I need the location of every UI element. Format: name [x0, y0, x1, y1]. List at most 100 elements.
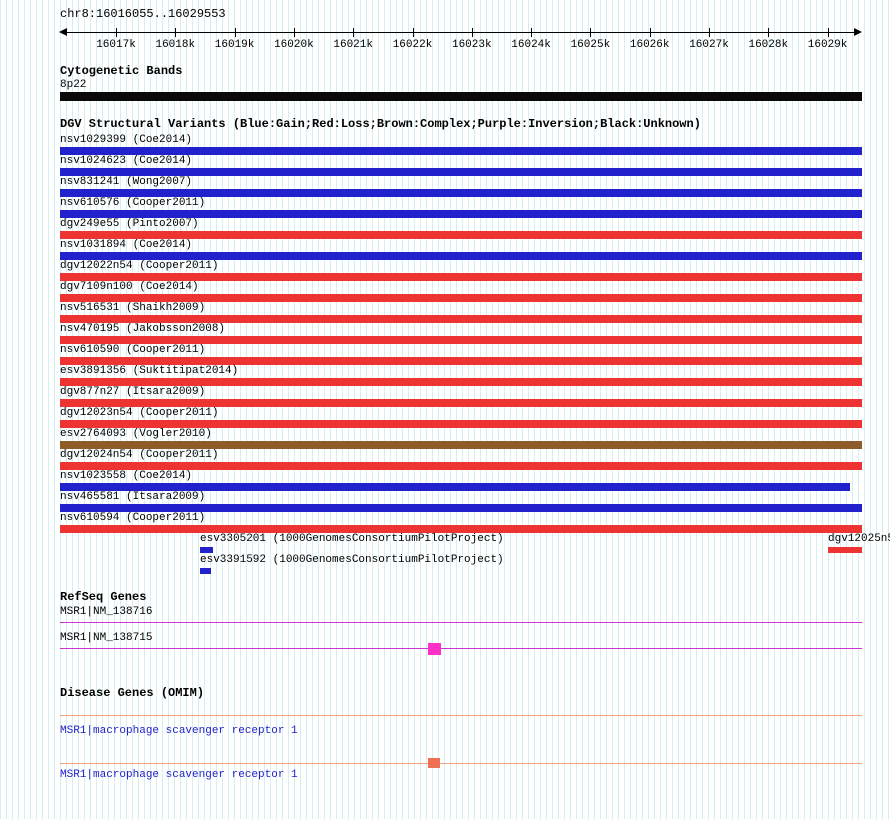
ruler-tick-label: 16020k [274, 39, 314, 51]
gene-row: MSR1|macrophage scavenger receptor 1 [60, 758, 890, 782]
dgv-small-variant-track: esv3305201 (1000GenomesConsortiumPilotPr… [0, 533, 890, 575]
variant-row: dgv249e55 (Pinto2007) [60, 218, 890, 239]
variant-bar[interactable] [60, 462, 862, 470]
variant-label: nsv831241 (Wong2007) [60, 176, 193, 188]
variant-label: dgv12025n54 [828, 533, 890, 545]
refseq-heading: RefSeq Genes [60, 590, 147, 604]
variant-row: dgv7109n100 (Coe2014) [60, 281, 890, 302]
ruler-left-arrow-icon [59, 28, 67, 36]
variant-bar[interactable] [60, 231, 862, 239]
variant-label: dgv12024n54 (Cooper2011) [60, 449, 219, 461]
ruler-tick-label: 16019k [214, 39, 255, 51]
ruler-tick [768, 28, 770, 37]
variant-row: nsv1023558 (Coe2014) [60, 470, 890, 491]
dgv-variant-track: nsv1029399 (Coe2014) nsv1024623 (Coe2014)… [0, 134, 890, 533]
variant-label: nsv610590 (Cooper2011) [60, 344, 206, 356]
variant-label: esv3305201 (1000GenomesConsortiumPilotPr… [200, 533, 504, 545]
gene-line[interactable] [60, 758, 862, 768]
gene-label[interactable]: MSR1|macrophage scavenger receptor 1 [60, 769, 298, 781]
variant-row: dgv12024n54 (Cooper2011) [60, 449, 890, 470]
gene-exon[interactable] [428, 643, 441, 655]
refseq-gene-track: MSR1|NM_138716 MSR1|NM_138715 [0, 606, 890, 655]
variant-bar[interactable] [200, 547, 213, 553]
variant-row: nsv610594 (Cooper2011) [60, 512, 890, 533]
gene-line[interactable] [60, 643, 862, 655]
gene-row: MSR1|NM_138715 [60, 632, 890, 655]
ruler-tick-label: 16028k [748, 39, 789, 51]
variant-row: nsv1024623 (Coe2014) [60, 155, 890, 176]
variant-label: dgv877n27 (Itsara2009) [60, 386, 206, 398]
variant-bar[interactable] [60, 168, 862, 176]
ruler-tick-label: 16027k [689, 39, 729, 51]
variant-row: nsv1031894 (Coe2014) [60, 239, 890, 260]
ruler-tick [471, 28, 473, 37]
ruler-tick-label: 16022k [392, 39, 433, 51]
variant-row: esv3305201 (1000GenomesConsortiumPilotPr… [60, 533, 890, 554]
variant-label: nsv1031894 (Coe2014) [60, 239, 193, 251]
ruler-line [63, 32, 856, 33]
cytoband-bar[interactable] [60, 92, 862, 101]
gene-row: MSR1|NM_138716 [60, 606, 890, 623]
variant-bar[interactable] [200, 568, 211, 574]
variant-bar[interactable] [60, 315, 862, 323]
variant-bar[interactable] [60, 252, 862, 260]
region-coordinates: chr8:16016055..16029553 [60, 7, 226, 21]
ruler-tick-label: 16021k [333, 39, 373, 51]
variant-row: nsv465581 (Itsara2009) [60, 491, 890, 512]
ruler-tick [116, 28, 117, 37]
dgv-heading: DGV Structural Variants (Blue:Gain;Red:L… [60, 117, 701, 131]
ruler-tick-label: 16017k [96, 39, 136, 51]
ruler-tick-label: 16024k [511, 39, 551, 51]
variant-bar[interactable] [60, 147, 862, 155]
variant-bar[interactable] [60, 378, 862, 386]
omim-heading: Disease Genes (OMIM) [60, 686, 205, 700]
ruler-tick-label: 16023k [451, 39, 492, 51]
ruler-tick-label: 16018k [155, 39, 196, 51]
variant-label: esv2764093 (Vogler2010) [60, 428, 212, 440]
gene-label: MSR1|NM_138715 [60, 632, 153, 644]
variant-row: nsv610590 (Cooper2011) [60, 344, 890, 365]
variant-bar[interactable] [60, 504, 862, 512]
ruler-tick [234, 28, 236, 37]
gene-line[interactable] [60, 715, 862, 716]
variant-bar[interactable] [60, 294, 862, 302]
omim-gene-track: MSR1|macrophage scavenger receptor 1 MSR1… [0, 715, 890, 782]
ruler-tick [827, 28, 829, 37]
gene-line[interactable] [60, 622, 862, 623]
ruler-tick [353, 28, 355, 37]
variant-row: esv3391592 (1000GenomesConsortiumPilotPr… [60, 554, 890, 575]
variant-bar[interactable] [60, 357, 862, 365]
variant-bar[interactable] [60, 525, 862, 533]
variant-row: nsv516531 (Shaikh2009) [60, 302, 890, 323]
gene-exon[interactable] [428, 758, 440, 768]
ruler-tick-label: 16029k [807, 39, 848, 51]
variant-bar[interactable] [60, 420, 862, 428]
variant-label: nsv470195 (Jakobsson2008) [60, 323, 226, 335]
variant-label: nsv1023558 (Coe2014) [60, 470, 193, 482]
variant-bar[interactable] [828, 547, 862, 553]
variant-bar[interactable] [60, 441, 862, 449]
variant-label: dgv12022n54 (Cooper2011) [60, 260, 219, 272]
gene-row: MSR1|macrophage scavenger receptor 1 [60, 715, 890, 738]
variant-label: nsv610594 (Cooper2011) [60, 512, 206, 524]
variant-row: nsv831241 (Wong2007) [60, 176, 890, 197]
genome-browser-panel: chr8:16016055..16029553 16017k 16018k 1601… [0, 8, 890, 782]
ruler-tick [175, 28, 177, 37]
gene-label[interactable]: MSR1|macrophage scavenger receptor 1 [60, 725, 298, 737]
variant-row: dgv12022n54 (Cooper2011) [60, 260, 890, 281]
variant-label: nsv516531 (Shaikh2009) [60, 302, 206, 314]
variant-bar[interactable] [60, 483, 850, 491]
variant-bar[interactable] [60, 273, 862, 281]
variant-bar[interactable] [60, 210, 862, 218]
ruler-tick-label: 16025k [570, 39, 611, 51]
variant-label: dgv7109n100 (Coe2014) [60, 281, 199, 293]
variant-bar[interactable] [60, 189, 862, 197]
variant-bar[interactable] [60, 336, 862, 344]
coordinate-ruler: 16017k 16018k 16019k 16020k 16021k 16022k 1602… [59, 21, 862, 53]
cytoband-heading: Cytogenetic Bands [60, 64, 183, 78]
ruler-tick-label: 16026k [629, 39, 670, 51]
variant-row: esv3891356 (Suktitipat2014) [60, 365, 890, 386]
ruler-tick [531, 28, 533, 37]
variant-bar[interactable] [60, 399, 862, 407]
variant-label: nsv1029399 (Coe2014) [60, 134, 193, 146]
